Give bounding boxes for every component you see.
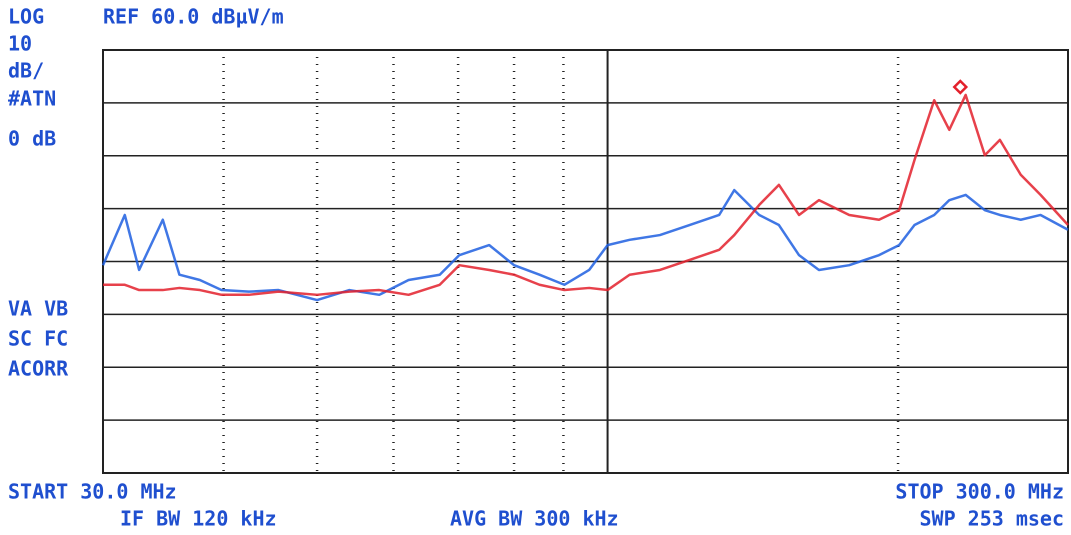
sweep-time: SWP 253 msec bbox=[920, 507, 1065, 531]
reference-level: REF 60.0 dBµV/m bbox=[103, 5, 284, 29]
side-label: SC FC bbox=[8, 327, 68, 351]
start-frequency: START 30.0 MHz bbox=[8, 480, 177, 504]
side-label: #ATN bbox=[8, 87, 56, 111]
side-label: VA VB bbox=[8, 297, 68, 321]
trace bbox=[101, 188, 1069, 302]
if-bandwidth: IF BW 120 kHz bbox=[120, 507, 277, 531]
side-label: ACORR bbox=[8, 357, 69, 381]
avg-bandwidth: AVG BW 300 kHz bbox=[450, 507, 619, 531]
scale-mode: LOG bbox=[8, 5, 44, 29]
side-label: dB/ bbox=[8, 59, 44, 83]
side-label: 10 bbox=[8, 32, 32, 56]
trace bbox=[103, 93, 1069, 297]
stop-frequency: STOP 300.0 MHz bbox=[895, 480, 1064, 504]
peak-marker bbox=[952, 79, 969, 95]
side-label: 0 dB bbox=[8, 127, 56, 151]
